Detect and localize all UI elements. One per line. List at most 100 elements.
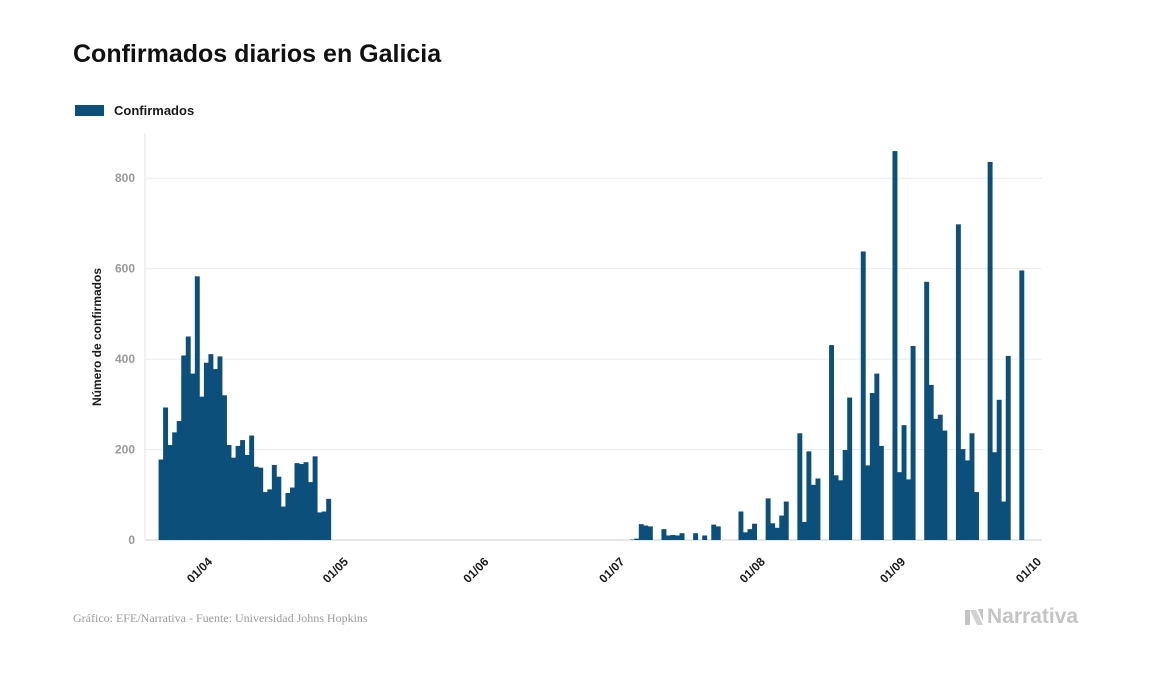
bar: [847, 397, 853, 540]
x-tick-label: 01/06: [460, 554, 491, 585]
bar: [1005, 355, 1011, 540]
bar: [752, 523, 757, 540]
bar: [964, 460, 970, 540]
bar: [321, 511, 327, 540]
bar: [638, 524, 644, 540]
bar: [987, 161, 993, 541]
bar: [960, 449, 966, 540]
bar: [969, 433, 975, 540]
bar: [992, 452, 998, 540]
bar: [783, 501, 789, 540]
bar: [258, 467, 264, 540]
bar: [1019, 270, 1025, 540]
bar: [308, 482, 314, 540]
x-tick-label: 01/10: [1013, 554, 1044, 585]
bar: [212, 369, 218, 540]
bar: [924, 281, 930, 540]
bar: [842, 450, 848, 540]
bar: [797, 433, 803, 540]
bar: [679, 533, 685, 540]
bar: [262, 492, 268, 540]
bar: [222, 395, 227, 540]
bar: [181, 355, 187, 540]
bar: [199, 396, 205, 540]
bar: [874, 373, 880, 540]
bar: [702, 535, 708, 540]
source-note: Gráfico: EFE/Narrativa - Fuente: Univers…: [73, 611, 368, 625]
bar: [231, 457, 237, 540]
bar: [860, 251, 866, 540]
x-tick-label: 01/07: [596, 554, 627, 585]
bar: [747, 529, 753, 540]
bar: [833, 475, 839, 540]
bar: [294, 463, 300, 540]
y-tick-label: 400: [115, 352, 135, 366]
brand-name: Narrativa: [987, 605, 1079, 628]
bar: [829, 345, 835, 540]
bar: [276, 476, 282, 540]
x-tick-label: 01/08: [737, 554, 768, 585]
bar: [693, 533, 699, 540]
bar: [869, 393, 875, 540]
y-tick-label: 600: [115, 262, 135, 276]
bar: [163, 407, 169, 540]
bar: [743, 532, 748, 540]
bar: [838, 480, 844, 540]
bar: [937, 414, 943, 540]
bar: [810, 484, 816, 540]
narrativa-logo-icon: [965, 609, 983, 625]
bar: [675, 535, 680, 540]
bar: [765, 498, 771, 540]
bar: [878, 445, 884, 540]
bar: [892, 151, 898, 541]
bar: [217, 356, 223, 540]
bar: [167, 445, 173, 540]
legend-swatch: [75, 105, 104, 116]
bar: [955, 224, 961, 541]
bar: [1001, 501, 1007, 540]
bar: [806, 451, 812, 540]
bar: [779, 515, 785, 540]
bar: [770, 523, 776, 540]
bar: [203, 362, 209, 540]
bar: [299, 464, 304, 540]
bar: [253, 466, 259, 540]
bar: [194, 276, 200, 540]
legend-label: Confirmados: [114, 103, 195, 118]
bar: [665, 535, 671, 540]
bar: [226, 445, 232, 540]
bar: [996, 399, 1002, 540]
bar: [670, 535, 676, 540]
bar: [158, 459, 164, 540]
y-tick-label: 0: [128, 533, 135, 547]
bar: [933, 418, 939, 540]
bar: [185, 336, 191, 540]
y-tick-label: 800: [115, 171, 135, 185]
bar: [271, 464, 277, 540]
bar: [738, 511, 744, 540]
bar: [285, 492, 291, 540]
y-axis-ticks: 0 200 400 600 800: [115, 171, 135, 547]
x-axis-ticks: 01/04 01/05 01/06 01/07 01/08 01/09 01/10: [184, 554, 1044, 585]
bar: [815, 478, 821, 540]
bar: [244, 454, 250, 540]
bars: [158, 151, 1025, 541]
y-tick-label: 200: [115, 443, 135, 457]
bar: [647, 526, 653, 540]
bar: [280, 506, 286, 540]
bar: [303, 462, 309, 540]
bar: [897, 472, 902, 540]
bar: [910, 345, 916, 540]
x-tick-label: 01/04: [184, 554, 215, 585]
bar: [801, 521, 807, 540]
bar: [208, 354, 214, 540]
chart-title: Confirmados diarios en Galicia: [73, 40, 442, 68]
bar: [289, 487, 295, 540]
bar: [326, 498, 332, 540]
bar: [235, 445, 241, 540]
bar: [906, 479, 912, 540]
bar: [774, 527, 780, 540]
bar: [643, 525, 649, 540]
brand-logo: Narrativa: [964, 605, 1078, 629]
